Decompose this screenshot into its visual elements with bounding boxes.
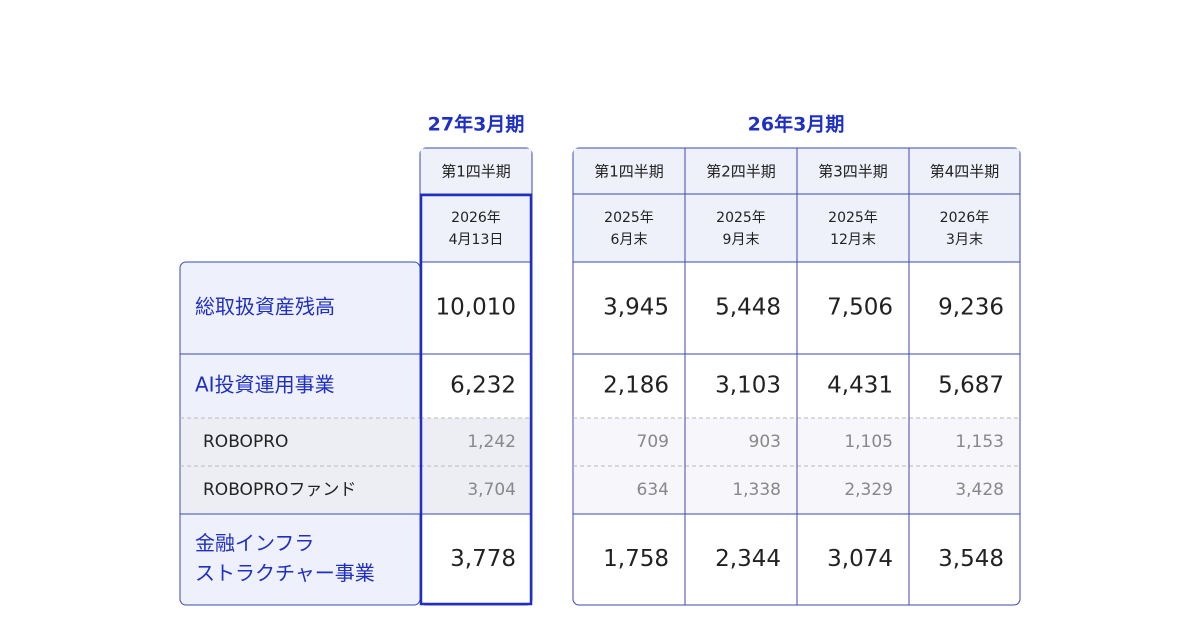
quarter: 第3四半期 — [818, 163, 888, 181]
date: 2025年 — [828, 210, 878, 226]
quarter: 第1四半期 — [441, 163, 511, 181]
row-label: ストラクチャー事業 — [195, 561, 375, 585]
quarter: 第2四半期 — [706, 163, 776, 181]
cell-value: 5,687 — [938, 373, 1004, 399]
date: 2025年 — [604, 210, 654, 226]
cell-value: 1,758 — [603, 546, 669, 572]
date: 12月末 — [830, 232, 876, 248]
cell-value: 7,506 — [827, 295, 893, 321]
quarter: 第4四半期 — [930, 163, 1000, 181]
cell-value: 3,548 — [938, 546, 1004, 572]
row-label: ROBOPROファンド — [203, 480, 356, 500]
date: 9月末 — [723, 232, 760, 248]
date: 4月13日 — [449, 232, 504, 248]
row-label: 金融インフラ — [195, 531, 314, 555]
row-label: AI投資運用事業 — [195, 373, 335, 397]
date: 2025年 — [716, 210, 766, 226]
row-label: ROBOPRO — [203, 432, 288, 452]
header-bg — [420, 148, 532, 262]
row-label: 総取扱資産残高 — [195, 295, 335, 319]
cell-value: 5,448 — [715, 295, 781, 321]
current-highlight — [419, 193, 533, 606]
cell-value: 3,074 — [827, 546, 893, 572]
cell-value: 2,186 — [603, 373, 669, 399]
date: 3月末 — [946, 232, 983, 248]
cell-value: 1,105 — [844, 432, 893, 452]
cell-value: 3,778 — [450, 546, 516, 572]
quarter: 第1四半期 — [594, 163, 664, 181]
cell-value: 3,945 — [603, 295, 669, 321]
cell-value: 3,103 — [715, 373, 781, 399]
cell-value: 1,242 — [467, 432, 516, 452]
date: 2026年 — [940, 210, 990, 226]
group-title: 27年3月期 — [428, 113, 525, 136]
cell-value: 3,428 — [955, 480, 1004, 500]
group-title: 26年3月期 — [748, 113, 845, 136]
cell-value: 2,329 — [844, 480, 893, 500]
cell-value: 903 — [749, 432, 781, 452]
cell-value: 3,704 — [467, 480, 516, 500]
cell-value: 9,236 — [938, 295, 1004, 321]
cell-value: 709 — [637, 432, 669, 452]
cell-value: 634 — [637, 480, 669, 500]
cell-value: 4,431 — [827, 373, 893, 399]
date: 2026年 — [451, 210, 501, 226]
cell-value: 2,344 — [715, 546, 781, 572]
date: 6月末 — [611, 232, 648, 248]
cell-value: 6,232 — [450, 373, 516, 399]
cell-value: 1,338 — [732, 480, 781, 500]
cell-value: 10,010 — [436, 295, 516, 321]
cell-value: 1,153 — [955, 432, 1004, 452]
